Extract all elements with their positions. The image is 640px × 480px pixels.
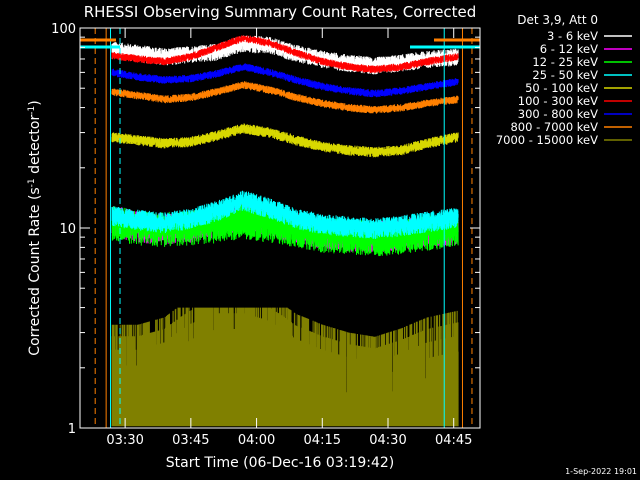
series-line-5 bbox=[111, 35, 459, 73]
y-tick-label-0: 1 bbox=[68, 422, 76, 437]
series-line-3 bbox=[111, 190, 459, 239]
legend-label-3: 25 - 50 keV bbox=[532, 68, 598, 82]
series-layer bbox=[111, 35, 459, 427]
series-line-7 bbox=[111, 81, 459, 114]
legend-label-6: 300 - 800 keV bbox=[518, 107, 598, 121]
time-markers bbox=[80, 28, 480, 428]
series-8 bbox=[111, 307, 459, 427]
x-tick-label-2: 04:00 bbox=[238, 433, 275, 448]
x-tick-label-5: 04:45 bbox=[435, 433, 472, 448]
legend-label-5: 100 - 300 keV bbox=[518, 94, 598, 108]
x-tick-label-3: 04:15 bbox=[304, 433, 341, 448]
legend-header: Det 3,9, Att 0 bbox=[517, 13, 598, 27]
legend-label-4: 50 - 100 keV bbox=[525, 81, 598, 95]
y-label-end: ) bbox=[27, 100, 43, 105]
series-6 bbox=[111, 63, 459, 98]
chart-title: RHESSI Observing Summary Count Rates, Co… bbox=[84, 3, 477, 21]
series-line-4 bbox=[111, 123, 459, 158]
y-label-superscript-1: -1 bbox=[27, 178, 37, 187]
y-axis-label: Corrected Count Rate (s-1 detector-1) bbox=[27, 100, 43, 355]
x-tick-label-4: 04:30 bbox=[369, 433, 406, 448]
legend-label-1: 6 - 12 keV bbox=[540, 42, 598, 56]
x-tick-label-0: 03:30 bbox=[106, 433, 143, 448]
series-3 bbox=[111, 190, 459, 239]
series-5 bbox=[111, 35, 459, 73]
axes: 03:30 03:45 04:00 04:15 04:30 04:45 1 10 100 bbox=[51, 22, 480, 448]
y-label-middle: detector bbox=[27, 115, 43, 179]
series-line-6 bbox=[111, 63, 459, 98]
legend-label-2: 12 - 25 keV bbox=[532, 55, 598, 69]
x-axis-label: Start Time (06-Dec-16 03:19:42) bbox=[166, 455, 394, 471]
series-4 bbox=[111, 123, 459, 158]
series-7 bbox=[111, 81, 459, 114]
series-line-8 bbox=[111, 307, 459, 427]
y-label-superscript-2: -1 bbox=[27, 106, 37, 115]
legend-label-8: 7000 - 15000 keV bbox=[496, 133, 598, 147]
y-tick-label-1: 10 bbox=[59, 222, 76, 237]
y-label-main: Corrected Count Rate (s bbox=[27, 187, 43, 355]
legend-label-7: 800 - 7000 keV bbox=[510, 120, 598, 134]
footer-date: 1-Sep-2022 19:01 bbox=[565, 467, 637, 476]
y-tick-label-2: 100 bbox=[51, 22, 76, 37]
legend-label-0: 3 - 6 keV bbox=[547, 29, 598, 43]
x-tick-label-1: 03:45 bbox=[172, 433, 209, 448]
